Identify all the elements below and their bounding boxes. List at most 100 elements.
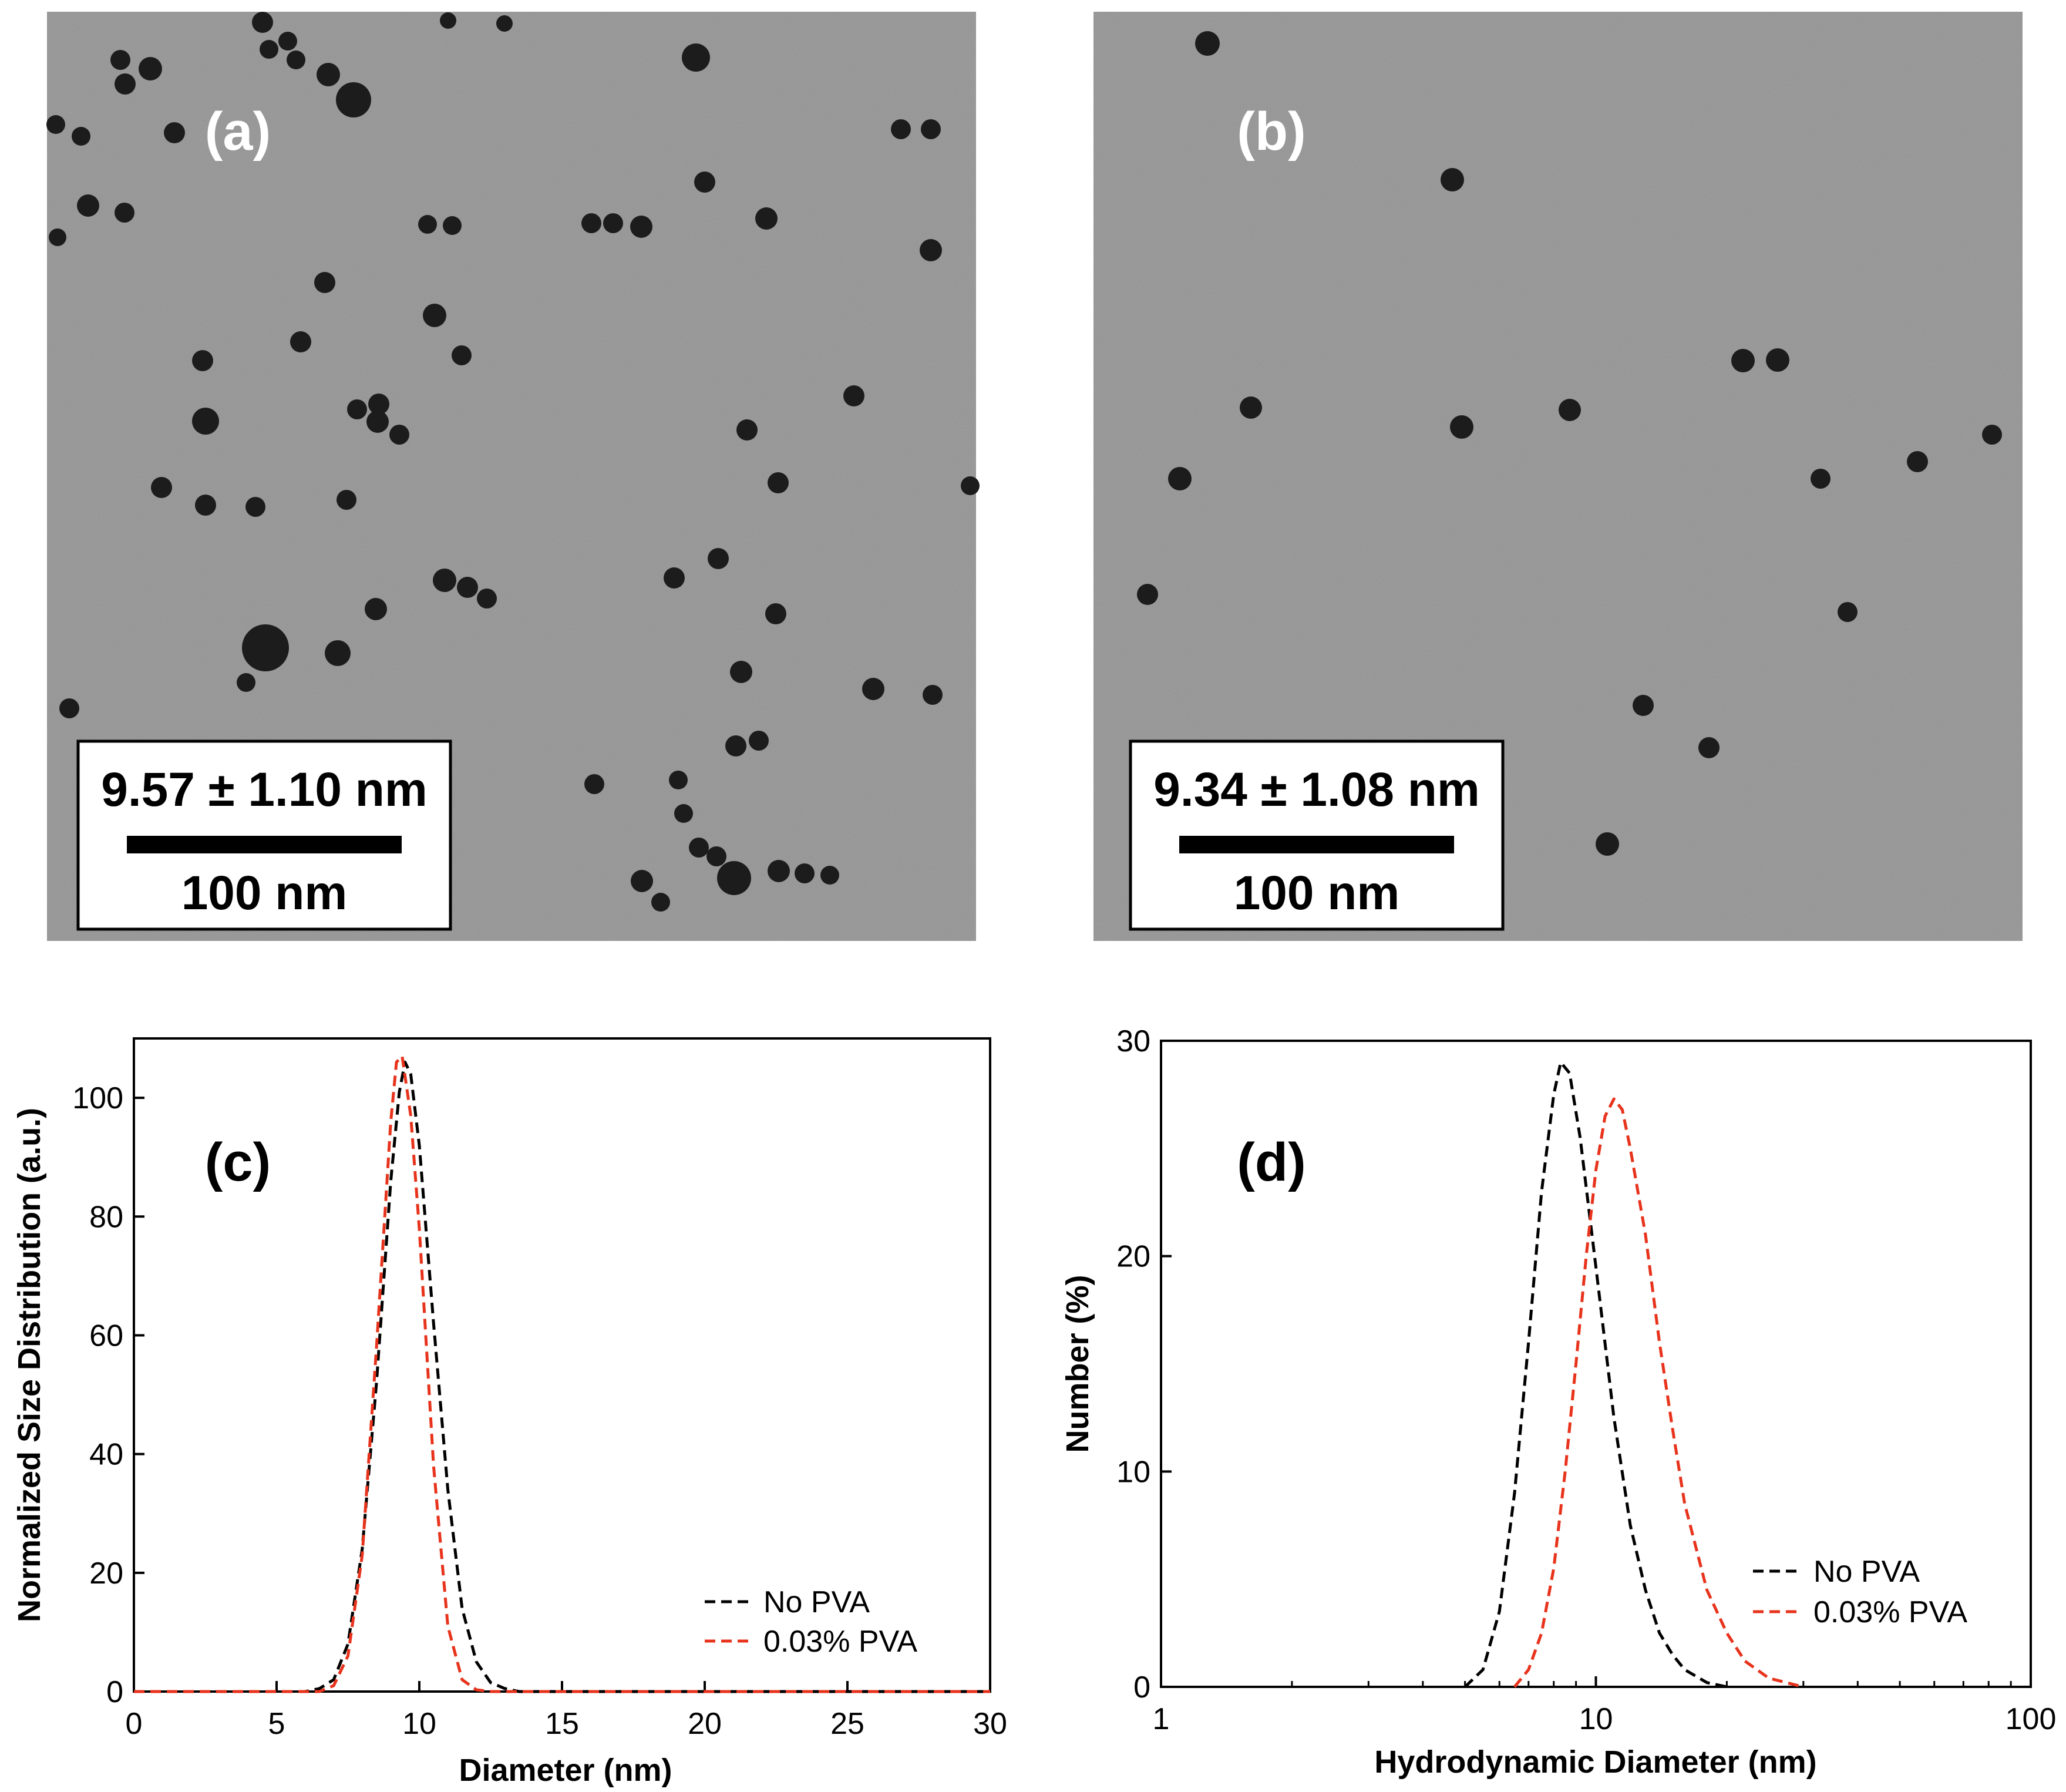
nanoparticle (440, 12, 456, 29)
x-tick-label: 10 (402, 1707, 436, 1741)
nanoparticle (843, 385, 864, 406)
y-tick-label: 80 (89, 1200, 123, 1234)
chart-d-series (1463, 1061, 1804, 1689)
nanoparticle (694, 172, 715, 193)
nanoparticle (755, 207, 778, 230)
nanoparticle (418, 215, 437, 234)
nanoparticle (443, 216, 462, 235)
nanoparticle (59, 698, 79, 718)
y-tick-label: 60 (89, 1319, 123, 1353)
nanoparticle (366, 411, 389, 433)
nanoparticle (151, 477, 172, 498)
nanoparticle (749, 731, 769, 751)
nanoparticle (164, 122, 185, 143)
nanoparticle (1731, 349, 1755, 372)
nanoparticle (581, 213, 601, 233)
nanoparticle (603, 213, 623, 233)
nanoparticle (452, 345, 472, 365)
nanoparticle (1137, 584, 1158, 605)
chart-c-x-axis-title: Diameter (nm) (459, 1753, 672, 1788)
scale-label-a: 100 nm (181, 866, 348, 920)
nanoparticle (46, 115, 65, 134)
nanoparticle (765, 603, 786, 624)
chart-d-x-axis-title: Hydrodynamic Diameter (nm) (1374, 1744, 1816, 1780)
scale-bar-b (1179, 836, 1454, 853)
chart-c-ticks: 0 5 10 15 20 25 30 0 20 40 60 80 100 (72, 1081, 1007, 1741)
nanoparticle (192, 408, 219, 435)
x-tick-label: 25 (830, 1707, 864, 1741)
nanoparticle (1907, 451, 1928, 472)
nanoparticle (496, 15, 513, 32)
nanoparticle (736, 419, 758, 441)
nanoparticle (115, 73, 136, 95)
series-line-no-pva (1463, 1061, 1727, 1689)
size-stat-b: 9.34 ± 1.08 nm (1153, 763, 1480, 816)
size-stat-a: 9.57 ± 1.10 nm (101, 763, 428, 816)
nanoparticle (278, 32, 297, 51)
legend-d-label-pva: 0.03% PVA (1813, 1595, 1967, 1629)
nanoparticle (708, 548, 729, 569)
chart-d-legend: No PVA 0.03% PVA (1753, 1555, 1967, 1629)
nanoparticle (290, 331, 311, 352)
series-line-0-03-pva (134, 1054, 990, 1693)
particles-b (1137, 31, 2002, 856)
nanoparticle (584, 774, 604, 794)
x-tick-label: 20 (688, 1707, 722, 1741)
legend-c-label-no-pva: No PVA (763, 1585, 870, 1619)
nanoparticle (1596, 832, 1619, 856)
nanoparticle (1811, 469, 1831, 489)
x-tick-label: 100 (2006, 1702, 2057, 1736)
legend-d-label-no-pva: No PVA (1813, 1555, 1920, 1589)
nanoparticle (674, 804, 693, 823)
panel-label-a: (a) (205, 102, 271, 162)
nanoparticle (717, 861, 751, 895)
nanoparticle (862, 678, 884, 700)
chart-d-ticks: 1 10 100 0 10 20 30 (1116, 1024, 2056, 1736)
scale-box-a (76, 739, 452, 931)
nanoparticle (631, 870, 653, 892)
nanoparticle (77, 194, 99, 217)
nanoparticle (192, 350, 213, 371)
nanoparticle (795, 863, 815, 883)
y-tick-label: 10 (1116, 1455, 1150, 1489)
scale-bar-a (127, 836, 402, 853)
nanoparticle (706, 846, 726, 866)
chart-c-legend: No PVA 0.03% PVA (705, 1585, 917, 1659)
nanoparticle (1633, 695, 1654, 716)
nanoparticle (72, 127, 90, 146)
nanoparticle (325, 640, 351, 666)
nanoparticle (768, 860, 790, 882)
nanoparticle (423, 304, 446, 327)
scale-label-b: 100 nm (1234, 866, 1400, 920)
y-tick-label: 40 (89, 1438, 123, 1472)
y-tick-label: 0 (1133, 1670, 1150, 1704)
y-tick-label: 100 (72, 1081, 123, 1115)
nanoparticle (245, 497, 265, 517)
tem-panel-a: (a) 9.57 ± 1.10 nm 100 nm (46, 12, 980, 941)
nanoparticle (237, 673, 255, 692)
panel-label-b: (b) (1237, 102, 1305, 162)
chart-d-y-axis-title: Number (%) (1060, 1275, 1095, 1453)
particles-a (46, 12, 980, 912)
chart-d: 1 10 100 0 10 20 30 (d) Hydrodynamic Diameter … (1060, 1024, 2056, 1780)
x-tick-label: 0 (126, 1707, 143, 1741)
nanoparticle (1838, 602, 1858, 622)
nanoparticle (365, 598, 387, 620)
nanoparticle (115, 203, 134, 223)
series-line-0-03-pva (1513, 1097, 1804, 1689)
nanoparticle (669, 771, 688, 789)
nanoparticle (923, 685, 943, 705)
nanoparticle (242, 624, 289, 671)
nanoparticle (1982, 425, 2002, 445)
nanoparticle (725, 735, 746, 757)
nanoparticle (1450, 415, 1473, 439)
y-tick-label: 30 (1116, 1024, 1150, 1058)
nanoparticle (49, 228, 66, 246)
chart-c: 0 5 10 15 20 25 30 0 20 40 60 80 100 (c) Diameter (n… (12, 1037, 1007, 1788)
x-tick-label: 15 (545, 1707, 579, 1741)
nanoparticle (110, 50, 130, 70)
nanoparticle (630, 216, 652, 238)
chart-c-series (134, 1054, 990, 1693)
nanoparticle (768, 472, 789, 493)
scale-box-b (1129, 739, 1505, 931)
